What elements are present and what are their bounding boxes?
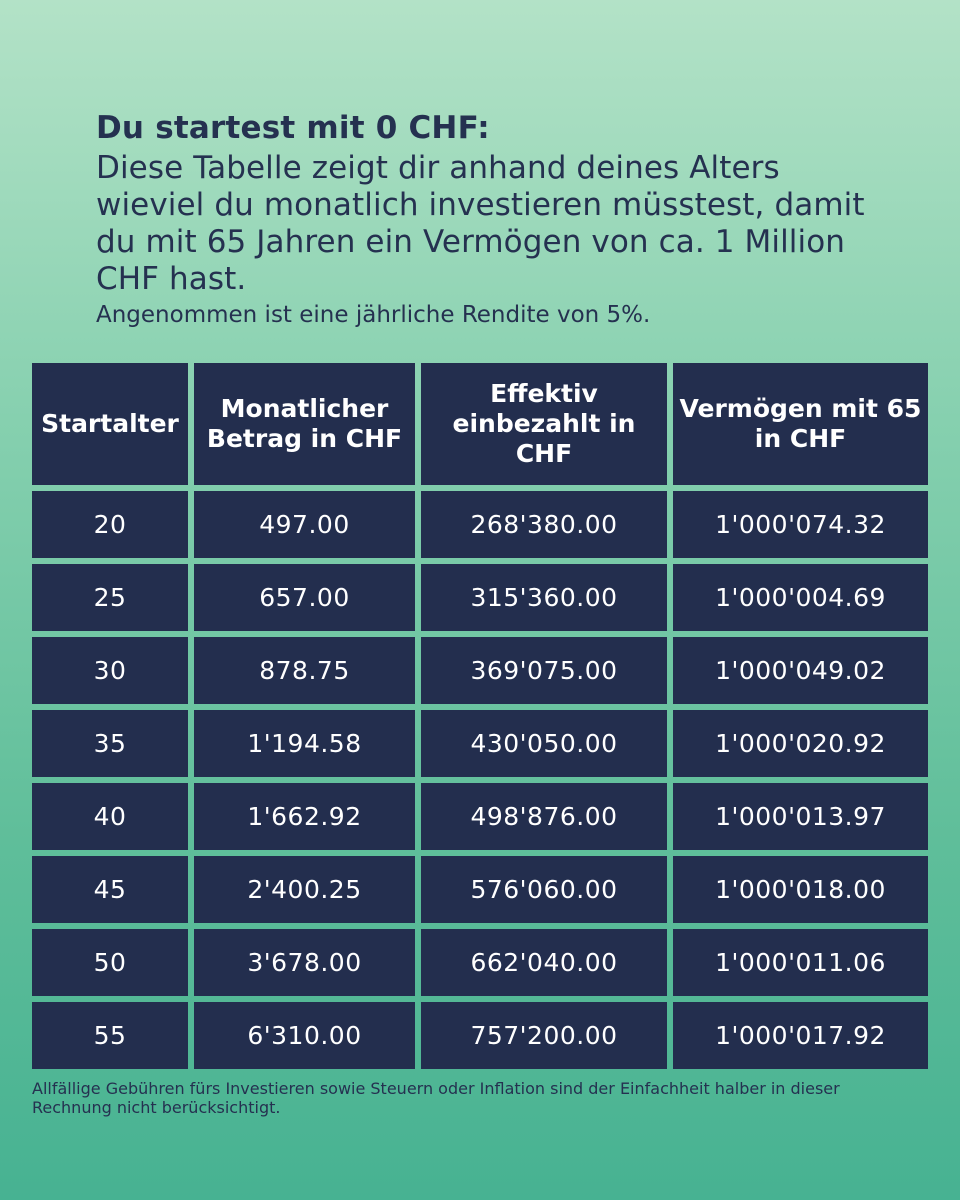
cell-effektiv-einbezahlt: 757'200.00 [421, 1002, 667, 1069]
cell-effektiv-einbezahlt: 430'050.00 [421, 710, 667, 777]
table-row: 20 497.00 268'380.00 1'000'074.32 [32, 491, 928, 558]
cell-startalter: 50 [32, 929, 188, 996]
cell-effektiv-einbezahlt: 369'075.00 [421, 637, 667, 704]
table-header-row: Startalter Monatlicher Betrag in CHF Eff… [32, 363, 928, 485]
cell-vermoegen: 1'000'011.06 [673, 929, 928, 996]
cell-startalter: 35 [32, 710, 188, 777]
cell-monatlicher-betrag: 878.75 [194, 637, 415, 704]
cell-startalter: 25 [32, 564, 188, 631]
cell-vermoegen: 1'000'020.92 [673, 710, 928, 777]
cell-monatlicher-betrag: 1'662.92 [194, 783, 415, 850]
cell-monatlicher-betrag: 657.00 [194, 564, 415, 631]
table-row: 35 1'194.58 430'050.00 1'000'020.92 [32, 710, 928, 777]
table-row: 40 1'662.92 498'876.00 1'000'013.97 [32, 783, 928, 850]
cell-startalter: 30 [32, 637, 188, 704]
cell-effektiv-einbezahlt: 315'360.00 [421, 564, 667, 631]
page-title: Du startest mit 0 CHF: [96, 110, 490, 146]
cell-effektiv-einbezahlt: 662'040.00 [421, 929, 667, 996]
table-row: 50 3'678.00 662'040.00 1'000'011.06 [32, 929, 928, 996]
cell-monatlicher-betrag: 2'400.25 [194, 856, 415, 923]
header-vermoegen-mit-65: Vermögen mit 65 in CHF [673, 363, 928, 485]
assumption-note: Angenommen ist eine jährliche Rendite vo… [96, 302, 651, 328]
cell-effektiv-einbezahlt: 576'060.00 [421, 856, 667, 923]
cell-vermoegen: 1'000'074.32 [673, 491, 928, 558]
investment-table: Startalter Monatlicher Betrag in CHF Eff… [26, 357, 934, 1075]
cell-monatlicher-betrag: 3'678.00 [194, 929, 415, 996]
cell-vermoegen: 1'000'018.00 [673, 856, 928, 923]
cell-startalter: 45 [32, 856, 188, 923]
header-startalter: Startalter [32, 363, 188, 485]
intro-section: Du startest mit 0 CHF: Diese Tabelle zei… [96, 108, 896, 330]
table-row: 25 657.00 315'360.00 1'000'004.69 [32, 564, 928, 631]
cell-vermoegen: 1'000'013.97 [673, 783, 928, 850]
cell-monatlicher-betrag: 6'310.00 [194, 1002, 415, 1069]
footnote: Allfällige Gebühren fürs Investieren sow… [32, 1079, 840, 1117]
cell-vermoegen: 1'000'004.69 [673, 564, 928, 631]
header-effektiv-einbezahlt: Effektiv einbezahlt in CHF [421, 363, 667, 485]
cell-startalter: 40 [32, 783, 188, 850]
cell-startalter: 20 [32, 491, 188, 558]
header-monatlicher-betrag: Monatlicher Betrag in CHF [194, 363, 415, 485]
cell-effektiv-einbezahlt: 498'876.00 [421, 783, 667, 850]
table-body: 20 497.00 268'380.00 1'000'074.32 25 657… [32, 491, 928, 1069]
table-row: 45 2'400.25 576'060.00 1'000'018.00 [32, 856, 928, 923]
cell-monatlicher-betrag: 497.00 [194, 491, 415, 558]
cell-monatlicher-betrag: 1'194.58 [194, 710, 415, 777]
cell-startalter: 55 [32, 1002, 188, 1069]
cell-vermoegen: 1'000'049.02 [673, 637, 928, 704]
table-row: 55 6'310.00 757'200.00 1'000'017.92 [32, 1002, 928, 1069]
page-description: Diese Tabelle zeigt dir anhand deines Al… [96, 150, 865, 297]
cell-vermoegen: 1'000'017.92 [673, 1002, 928, 1069]
table-row: 30 878.75 369'075.00 1'000'049.02 [32, 637, 928, 704]
cell-effektiv-einbezahlt: 268'380.00 [421, 491, 667, 558]
investment-table-container: Startalter Monatlicher Betrag in CHF Eff… [32, 363, 928, 1069]
